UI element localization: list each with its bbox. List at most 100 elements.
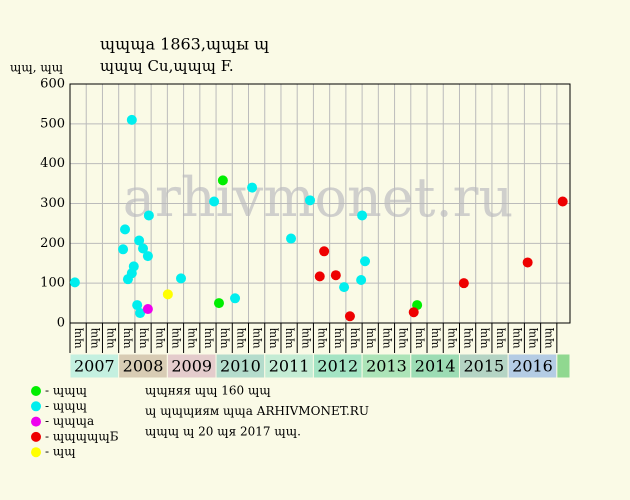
year-cell (361, 353, 412, 379)
data-point (286, 233, 297, 244)
data-point (126, 268, 137, 279)
chart-subtitle: ɰɰɰ Cu,ɰɰɰ F. (100, 57, 234, 75)
period-label: ɰɰ (266, 327, 279, 348)
y-tick-label: 400 (40, 156, 65, 171)
period-label: ɰɰ (233, 327, 246, 348)
data-point (217, 175, 228, 186)
period-label: ɰɰ (412, 327, 425, 348)
data-point (120, 224, 131, 235)
period-label: ɰɰ (282, 327, 295, 348)
period-label: ɰɰ (201, 327, 214, 348)
data-point (142, 304, 153, 315)
period-label: ɰɰ (444, 327, 457, 348)
period-label: ɰɰ (87, 327, 100, 348)
legend-label: - ɰɰɰ (45, 384, 87, 398)
period-label: ɰɰ (347, 327, 360, 348)
y-tick-label: 0 (57, 316, 65, 331)
data-point (360, 256, 371, 267)
legend-marker (31, 447, 41, 458)
data-point (132, 300, 143, 311)
period-label: ɰɰ (217, 327, 230, 348)
data-point (357, 210, 368, 221)
year-label: 2014 (415, 357, 456, 376)
legend-label: - ɰɰɰa (45, 414, 94, 428)
year-cell (118, 353, 168, 379)
period-label: ɰɰ (428, 327, 441, 348)
period-label: ɰɰ (120, 327, 133, 348)
year-label: 2013 (366, 357, 407, 376)
data-point (209, 196, 220, 207)
year-label: 2015 (463, 357, 504, 376)
period-label: ɰɰ (315, 327, 328, 348)
data-point (557, 196, 568, 207)
year-cell (410, 353, 460, 379)
legend-marker (31, 431, 41, 442)
year-label: 2009 (171, 357, 212, 376)
period-label: ɰɰ (379, 327, 392, 348)
year-cell (69, 353, 120, 379)
data-point (356, 274, 367, 285)
note: ɰɰняя ɰɰ 160 ɰɰ (145, 384, 271, 398)
y-tick-label: 600 (40, 77, 65, 92)
period-label: ɰɰ (152, 327, 165, 348)
year-cell (264, 353, 314, 379)
data-point (305, 195, 316, 206)
period-label: ɰɰ (493, 327, 506, 348)
y-tick-label: 100 (40, 276, 65, 291)
period-label: ɰɰ (136, 327, 149, 348)
year-cell (166, 353, 217, 379)
legend-label: - ɰɰɰɰɰБ (45, 429, 119, 443)
data-point (135, 308, 146, 319)
period-label: ɰɰ (331, 327, 344, 348)
y-tick-label: 500 (40, 116, 65, 131)
note: ɰ ɰɰɰиям ɰɰa ARHIVMONET.RU (145, 404, 369, 418)
data-point (319, 246, 330, 257)
data-point (138, 243, 149, 254)
period-label: ɰɰ (250, 327, 263, 348)
data-point (408, 307, 419, 318)
legend-marker (31, 401, 41, 412)
y-tick-label: 200 (40, 236, 65, 251)
legend-marker (31, 416, 41, 427)
y-tick-label: 300 (40, 196, 65, 211)
period-label: ɰɰ (363, 327, 376, 348)
data-point (176, 273, 187, 284)
year-label: 2011 (269, 357, 310, 376)
period-label: ɰɰ (104, 327, 117, 348)
year-label: 2007 (74, 357, 115, 376)
year-label: 2010 (220, 357, 261, 376)
year-cell (507, 353, 558, 379)
note: ɰɰɰ ɰ 20 ɰя 2017 ɰɰ. (145, 425, 301, 439)
data-point (143, 210, 154, 221)
data-point (126, 114, 137, 125)
legend-label: - ɰɰɰ (45, 399, 87, 413)
chart-title: ɰɰɰa 1863,ɰɰы ɰ (100, 35, 269, 54)
period-label: ɰɰ (461, 327, 474, 348)
data-point (142, 251, 153, 262)
period-label: ɰɰ (396, 327, 409, 348)
legend-label: - ɰɰ (45, 445, 76, 459)
data-point (230, 293, 241, 304)
period-label: ɰɰ (71, 327, 84, 348)
year-label: 2008 (123, 357, 164, 376)
data-point (314, 271, 325, 282)
data-point (134, 235, 145, 246)
data-point (458, 278, 469, 289)
year-cell (556, 353, 571, 379)
data-point (162, 289, 173, 300)
data-point (522, 257, 533, 268)
data-point (339, 282, 350, 293)
data-point (118, 244, 129, 255)
period-label: ɰɰ (185, 327, 198, 348)
data-point (330, 270, 341, 281)
year-cell (215, 353, 266, 379)
legend-marker (31, 386, 41, 396)
period-label: ɰɰ (542, 327, 555, 348)
period-label: ɰɰ (526, 327, 539, 348)
year-label: 2012 (317, 357, 358, 376)
data-point (344, 311, 355, 322)
period-label: ɰɰ (509, 327, 522, 348)
period-label: ɰɰ (298, 327, 311, 348)
data-point (213, 298, 224, 309)
